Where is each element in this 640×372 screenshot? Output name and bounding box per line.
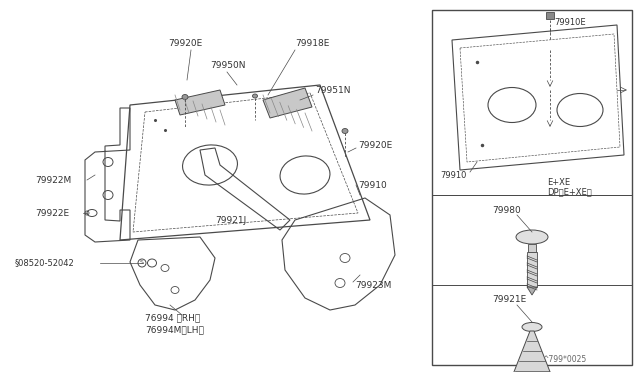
Text: 79923M: 79923M bbox=[355, 280, 392, 289]
Bar bbox=[546, 12, 554, 19]
Text: E+XE: E+XE bbox=[547, 177, 570, 186]
Text: 79921E: 79921E bbox=[492, 295, 526, 305]
Bar bbox=[527, 252, 537, 287]
Text: 79921J: 79921J bbox=[215, 215, 246, 224]
Ellipse shape bbox=[342, 128, 348, 134]
Text: ^799*0025: ^799*0025 bbox=[542, 356, 586, 365]
Text: DP〈E+XE〉: DP〈E+XE〉 bbox=[547, 187, 592, 196]
Text: 79910E: 79910E bbox=[554, 17, 586, 26]
Text: 76994 〈RH〉: 76994 〈RH〉 bbox=[145, 314, 200, 323]
Polygon shape bbox=[510, 331, 554, 372]
Text: 79910: 79910 bbox=[440, 170, 467, 180]
Bar bbox=[432, 10, 632, 365]
Text: §08520-52042: §08520-52042 bbox=[15, 259, 75, 267]
Polygon shape bbox=[175, 90, 225, 115]
Text: S: S bbox=[140, 260, 144, 266]
Text: 79920E: 79920E bbox=[358, 141, 392, 150]
Ellipse shape bbox=[253, 94, 257, 98]
Text: 79910: 79910 bbox=[358, 180, 387, 189]
Text: 79920E: 79920E bbox=[168, 38, 202, 48]
Polygon shape bbox=[527, 287, 537, 295]
Text: 79951N: 79951N bbox=[315, 86, 351, 94]
Text: 79918E: 79918E bbox=[295, 38, 330, 48]
Text: 76994M〈LH〉: 76994M〈LH〉 bbox=[145, 326, 204, 334]
Ellipse shape bbox=[522, 323, 542, 331]
Ellipse shape bbox=[182, 94, 188, 99]
Text: 79980: 79980 bbox=[492, 205, 521, 215]
Text: 79922E: 79922E bbox=[35, 208, 69, 218]
Bar bbox=[432, 195, 632, 285]
Polygon shape bbox=[263, 88, 312, 118]
Bar bbox=[528, 244, 536, 252]
Bar bbox=[432, 10, 632, 195]
Ellipse shape bbox=[516, 230, 548, 244]
Text: 79922M: 79922M bbox=[35, 176, 71, 185]
Text: 79950N: 79950N bbox=[210, 61, 246, 70]
